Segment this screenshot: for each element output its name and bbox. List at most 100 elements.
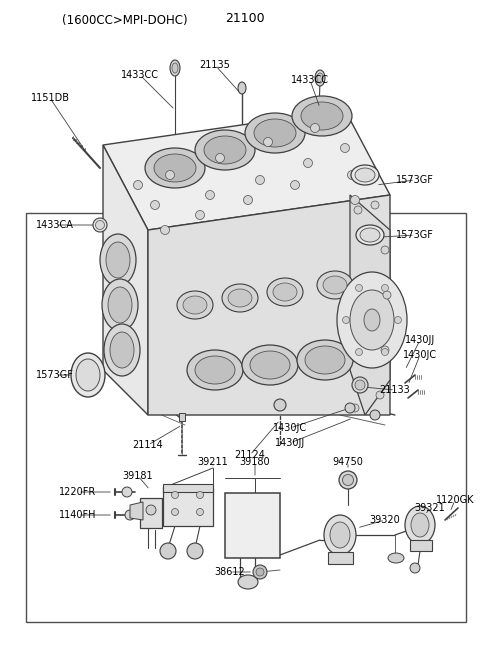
Text: 21135: 21135 bbox=[200, 60, 230, 70]
Ellipse shape bbox=[330, 522, 350, 548]
Text: 39211: 39211 bbox=[198, 457, 228, 467]
Bar bbox=[179, 413, 185, 421]
Circle shape bbox=[343, 316, 349, 324]
Text: 1151DB: 1151DB bbox=[31, 93, 70, 103]
Circle shape bbox=[290, 181, 300, 189]
Circle shape bbox=[382, 284, 388, 291]
Circle shape bbox=[122, 487, 132, 497]
Circle shape bbox=[160, 543, 176, 559]
Circle shape bbox=[171, 508, 179, 515]
Circle shape bbox=[352, 377, 368, 393]
Circle shape bbox=[264, 138, 273, 147]
Ellipse shape bbox=[110, 332, 134, 368]
Ellipse shape bbox=[317, 73, 323, 83]
Ellipse shape bbox=[350, 290, 394, 350]
Text: 39180: 39180 bbox=[240, 457, 270, 467]
Ellipse shape bbox=[76, 359, 100, 391]
Ellipse shape bbox=[238, 82, 246, 94]
Circle shape bbox=[96, 221, 105, 229]
Text: 38612: 38612 bbox=[215, 567, 245, 577]
Ellipse shape bbox=[355, 168, 375, 182]
Ellipse shape bbox=[388, 553, 404, 563]
Circle shape bbox=[395, 316, 401, 324]
Circle shape bbox=[166, 170, 175, 179]
Ellipse shape bbox=[177, 291, 213, 319]
Ellipse shape bbox=[183, 296, 207, 314]
Circle shape bbox=[355, 380, 365, 390]
Circle shape bbox=[146, 505, 156, 515]
Text: 1433CC: 1433CC bbox=[291, 75, 329, 85]
Circle shape bbox=[356, 284, 362, 291]
Text: 39321: 39321 bbox=[415, 503, 445, 513]
Ellipse shape bbox=[172, 63, 178, 73]
Circle shape bbox=[243, 195, 252, 204]
Ellipse shape bbox=[104, 324, 140, 376]
Polygon shape bbox=[148, 195, 390, 415]
Ellipse shape bbox=[250, 351, 290, 379]
Ellipse shape bbox=[195, 130, 255, 170]
Circle shape bbox=[381, 346, 389, 354]
Circle shape bbox=[196, 491, 204, 498]
Circle shape bbox=[216, 153, 225, 162]
Ellipse shape bbox=[317, 271, 353, 299]
Text: 94750: 94750 bbox=[333, 457, 363, 467]
Ellipse shape bbox=[145, 148, 205, 188]
Text: 1220FR: 1220FR bbox=[60, 487, 96, 497]
Ellipse shape bbox=[222, 284, 258, 312]
Circle shape bbox=[356, 348, 362, 356]
Ellipse shape bbox=[273, 283, 297, 301]
Ellipse shape bbox=[351, 165, 379, 185]
Text: 1573GF: 1573GF bbox=[396, 175, 434, 185]
Text: 1120GK: 1120GK bbox=[436, 495, 474, 505]
Text: 1140FH: 1140FH bbox=[59, 510, 97, 520]
Text: 1433CA: 1433CA bbox=[36, 220, 74, 230]
Ellipse shape bbox=[100, 234, 136, 286]
Circle shape bbox=[205, 191, 215, 200]
Circle shape bbox=[171, 491, 179, 498]
Text: 21124: 21124 bbox=[235, 450, 265, 460]
Text: 39320: 39320 bbox=[370, 515, 400, 525]
Text: 1430JJ: 1430JJ bbox=[275, 438, 305, 448]
Circle shape bbox=[311, 124, 320, 132]
Bar bbox=[410, 540, 432, 551]
Circle shape bbox=[196, 508, 204, 515]
Text: 1430JC: 1430JC bbox=[403, 350, 437, 360]
Circle shape bbox=[255, 176, 264, 185]
Circle shape bbox=[351, 404, 359, 412]
Ellipse shape bbox=[170, 60, 180, 76]
Text: (1600CC>MPI-DOHC): (1600CC>MPI-DOHC) bbox=[62, 14, 188, 27]
Ellipse shape bbox=[297, 340, 353, 380]
Ellipse shape bbox=[71, 353, 105, 397]
Circle shape bbox=[133, 181, 143, 189]
Bar bbox=[163, 488, 213, 526]
Ellipse shape bbox=[204, 136, 246, 164]
Text: 39181: 39181 bbox=[123, 471, 153, 481]
Ellipse shape bbox=[102, 279, 138, 331]
Ellipse shape bbox=[254, 119, 296, 147]
Ellipse shape bbox=[106, 242, 130, 278]
Circle shape bbox=[382, 348, 388, 356]
Circle shape bbox=[371, 201, 379, 209]
Bar bbox=[225, 493, 280, 558]
Circle shape bbox=[381, 246, 389, 254]
Polygon shape bbox=[130, 502, 143, 520]
Ellipse shape bbox=[405, 506, 435, 544]
Ellipse shape bbox=[238, 575, 258, 589]
Text: 21114: 21114 bbox=[132, 440, 163, 450]
Circle shape bbox=[195, 210, 204, 219]
Ellipse shape bbox=[301, 102, 343, 130]
Ellipse shape bbox=[154, 154, 196, 182]
Polygon shape bbox=[340, 473, 356, 480]
Ellipse shape bbox=[108, 287, 132, 323]
Circle shape bbox=[376, 391, 384, 399]
Bar bbox=[140, 498, 162, 528]
Circle shape bbox=[343, 474, 353, 485]
Circle shape bbox=[370, 410, 380, 420]
Circle shape bbox=[93, 218, 107, 232]
Text: 1573GF: 1573GF bbox=[396, 230, 434, 240]
Circle shape bbox=[383, 291, 391, 299]
Ellipse shape bbox=[323, 276, 347, 294]
Ellipse shape bbox=[364, 309, 380, 331]
Circle shape bbox=[410, 563, 420, 573]
Circle shape bbox=[187, 543, 203, 559]
